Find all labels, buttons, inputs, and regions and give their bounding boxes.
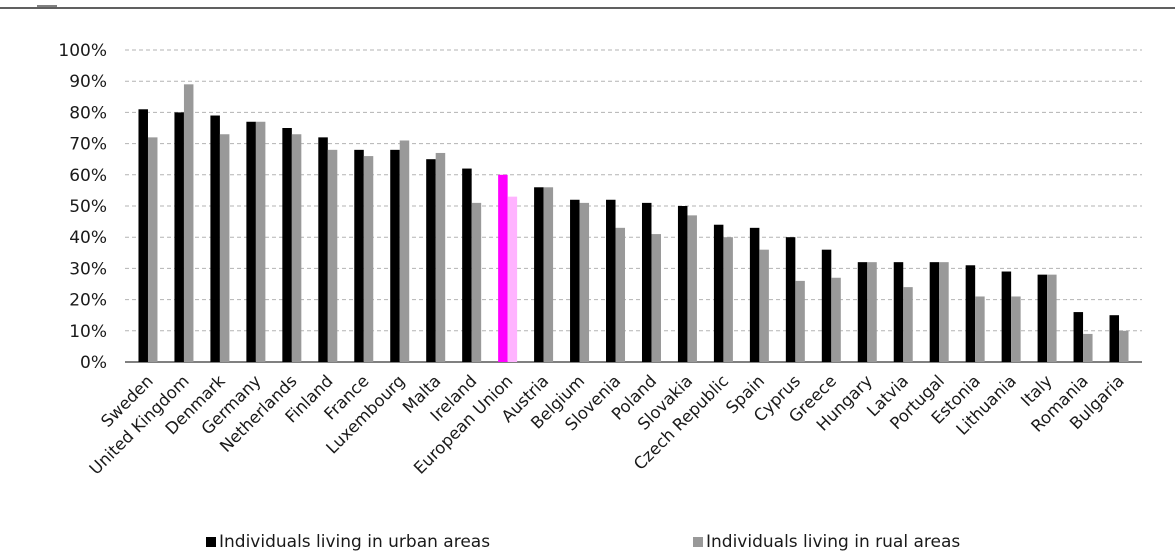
legend-swatch-urban — [206, 537, 216, 547]
bar-urban-austria — [534, 187, 544, 362]
y-tick-label: 100% — [58, 41, 107, 61]
bar-urban-portugal — [929, 262, 940, 362]
bar-rural-denmark — [219, 134, 230, 362]
y-tick-label: 40% — [69, 228, 107, 248]
y-tick-label: 30% — [69, 259, 107, 279]
bar-rural-austria — [543, 187, 554, 362]
bar-rural-united-kingdom — [183, 84, 194, 362]
bar-rural-germany — [255, 121, 266, 362]
bar-rural-malta — [435, 152, 446, 362]
legend-swatch-rural — [693, 537, 703, 547]
y-tick-label: 90% — [69, 72, 107, 92]
y-tick-label: 20% — [69, 291, 107, 311]
legend: Individuals living in urban areas Indivi… — [0, 532, 1175, 558]
bar-rural-luxembourg — [399, 140, 410, 362]
bar-urban-estonia — [965, 265, 976, 362]
bars — [138, 84, 1129, 363]
bar-rural-poland — [651, 234, 661, 362]
y-tick-label: 0% — [80, 353, 107, 373]
bar-rural-portugal — [939, 262, 949, 362]
bar-rural-netherlands — [291, 134, 302, 362]
bar-urban-cyprus — [785, 237, 796, 362]
bar-rural-sweden — [147, 137, 158, 362]
bar-urban-netherlands — [282, 128, 292, 362]
bar-urban-france — [354, 149, 364, 362]
bar-rural-romania — [1083, 333, 1093, 362]
legend-item-rural: Individuals living in rual areas — [693, 532, 960, 552]
bar-urban-ireland — [462, 168, 472, 362]
bar-rural-greece — [831, 277, 841, 362]
bar-urban-latvia — [893, 262, 904, 362]
bar-urban-belgium — [570, 199, 580, 362]
bar-rural-italy — [1047, 274, 1057, 362]
bar-urban-germany — [246, 121, 256, 362]
legend-label-urban: Individuals living in urban areas — [219, 532, 491, 552]
bar-urban-sweden — [138, 109, 148, 362]
bar-urban-romania — [1073, 312, 1084, 362]
y-tick-label: 80% — [69, 103, 107, 123]
y-tick-label: 70% — [69, 135, 107, 155]
bar-urban-italy — [1037, 274, 1048, 362]
bar-urban-denmark — [210, 115, 220, 363]
bar-urban-spain — [749, 227, 760, 362]
legend-item-urban: Individuals living in urban areas — [206, 532, 490, 552]
bar-rural-hungary — [867, 262, 877, 362]
bar-urban-luxembourg — [390, 149, 400, 362]
legend-label-rural: Individuals living in rual areas — [706, 532, 961, 552]
bar-rural-slovenia — [615, 227, 626, 362]
y-tick-label: 10% — [69, 322, 107, 342]
y-tick-label: 60% — [69, 166, 107, 186]
y-axis: 0% 10% 20% 30% 40% 50% 60% 70% 80% 90% 100% — [58, 41, 1142, 373]
bar-rural-latvia — [903, 287, 913, 362]
gridlines — [125, 49, 1142, 332]
bar-rural-estonia — [975, 296, 985, 362]
bar-rural-france — [363, 156, 374, 362]
bar-urban-bulgaria — [1109, 315, 1120, 362]
bar-rural-finland — [327, 149, 338, 362]
bar-urban-malta — [426, 159, 436, 362]
bar-rural-czech-republic — [723, 237, 733, 362]
bar-rural-cyprus — [795, 280, 805, 362]
bar-urban-european-union — [498, 174, 508, 362]
bar-urban-czech-republic — [713, 224, 724, 362]
bar-urban-hungary — [857, 262, 868, 362]
bar-urban-united-kingdom — [174, 112, 184, 363]
bar-urban-finland — [318, 137, 328, 362]
bar-rural-lithuania — [1011, 296, 1021, 362]
bar-rural-bulgaria — [1119, 330, 1129, 362]
bar-urban-greece — [821, 249, 832, 362]
y-tick-label: 50% — [69, 197, 107, 217]
bar-urban-poland — [641, 202, 652, 362]
bar-rural-belgium — [579, 202, 590, 362]
bar-urban-slovenia — [606, 199, 616, 362]
bar-rural-spain — [759, 249, 769, 362]
bar-urban-lithuania — [1001, 271, 1012, 362]
bar-urban-slovakia — [677, 206, 688, 362]
bar-rural-slovakia — [687, 215, 697, 362]
bar-rural-ireland — [471, 202, 482, 362]
bar-rural-european-union — [507, 196, 518, 362]
